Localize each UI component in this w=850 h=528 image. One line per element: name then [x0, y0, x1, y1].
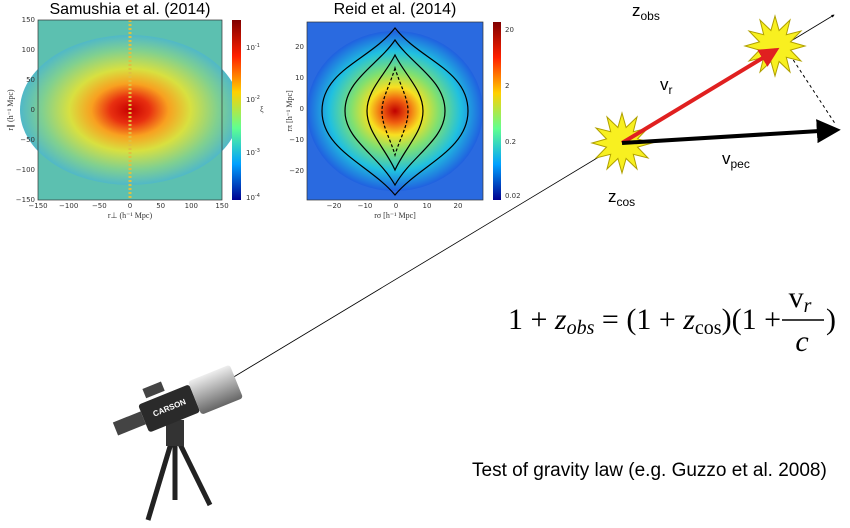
text-part: obs: [567, 317, 595, 339]
text-part: z: [554, 303, 567, 336]
text-part: )(1 +: [722, 303, 781, 336]
colorbar-label: ξ: [260, 105, 264, 114]
panel-title: Reid et al. (2014): [334, 1, 457, 18]
vr-arrow: [620, 47, 780, 145]
text-part: z: [608, 187, 617, 206]
x-tick-label: 50: [156, 202, 165, 210]
y-axis-label: rπ [h⁻¹ Mpc]: [285, 90, 294, 132]
colorbar-tick-label: 2: [505, 82, 509, 90]
symbol-label: zcos: [608, 187, 635, 209]
line-of-sight: [231, 142, 623, 379]
symbol-label: zobs: [632, 1, 660, 23]
equation: 1 + zobs = (1 + zcos)(1 +: [508, 303, 781, 339]
equation-denominator: c: [795, 325, 808, 358]
galaxy-star: [743, 14, 807, 78]
heatmap: [307, 31, 483, 191]
colorbar-tick-label: 10-4: [246, 193, 260, 203]
text-part: -4: [255, 193, 260, 199]
caption: Test of gravity law (e.g. Guzzo et al. 2…: [472, 460, 827, 481]
text-part: v: [722, 149, 731, 168]
colorbar: [493, 22, 501, 200]
projection-line: [789, 54, 837, 126]
symbol-label: vpec: [722, 149, 750, 171]
x-tick-label: 100: [185, 202, 198, 210]
colorbar-tick-label: 0.2: [505, 138, 516, 146]
y-tick-label: −100: [16, 166, 35, 174]
text-part: -2: [255, 95, 260, 101]
y-tick-label: −20: [289, 167, 304, 175]
x-tick-label: −10: [358, 202, 373, 210]
x-tick-label: −100: [59, 202, 78, 210]
telescope: CARSON: [112, 365, 243, 521]
text-part: obs: [641, 9, 660, 23]
x-axis-label: rσ [h⁻¹ Mpc]: [374, 211, 416, 220]
colorbar: [232, 20, 241, 200]
x-tick-label: 150: [215, 202, 228, 210]
y-axis-label: r∥ (h⁻¹ Mpc): [6, 89, 15, 131]
symbol-label: vr: [660, 75, 673, 97]
x-tick-label: −150: [28, 202, 47, 210]
text-part: -1: [255, 43, 260, 49]
text-part: r: [804, 295, 812, 317]
y-tick-label: −10: [289, 136, 304, 144]
colorbar-tick-label: 20: [505, 26, 514, 34]
colorbar-tick-label: 10-3: [246, 148, 260, 158]
equation-numerator: vr: [789, 281, 812, 317]
text-part: 10: [246, 44, 255, 52]
y-tick-label: 50: [26, 76, 35, 84]
x-tick-label: 10: [423, 202, 432, 210]
y-tick-label: 100: [22, 46, 35, 54]
y-tick-label: −150: [16, 196, 35, 204]
y-tick-label: 0: [300, 105, 304, 113]
x-axis-label: r⊥ (h⁻¹ Mpc): [108, 211, 153, 220]
text-part: v: [660, 75, 669, 94]
x-tick-label: 0: [394, 202, 398, 210]
text-part: z: [632, 1, 641, 20]
plot-frame: [37, 19, 223, 201]
y-tick-label: 0: [31, 106, 35, 114]
x-tick-label: −50: [92, 202, 107, 210]
text-part: v: [789, 281, 804, 314]
vpec-arrow: [621, 119, 841, 145]
panel-title: Samushia et al. (2014): [50, 1, 211, 18]
y-tick-label: −50: [20, 136, 35, 144]
text-part: z: [682, 303, 695, 336]
text-part: 10: [246, 194, 255, 202]
x-tick-label: 20: [454, 202, 463, 210]
text-part: 1 +: [508, 303, 555, 336]
text-part: 10: [246, 149, 255, 157]
plot-frame: [306, 21, 484, 201]
y-tick-label: 150: [22, 16, 35, 24]
text-part: cos: [617, 195, 636, 209]
contours: [321, 27, 469, 196]
colorbar-tick-label: 10-2: [246, 95, 260, 105]
x-tick-label: 0: [128, 202, 132, 210]
equation-close: ): [826, 303, 836, 336]
colorbar-tick-label: 10-1: [246, 43, 260, 53]
x-tick-label: −20: [327, 202, 342, 210]
text-part: cos: [695, 317, 722, 339]
text-part: -3: [255, 148, 260, 154]
text-part: pec: [731, 157, 750, 171]
y-tick-label: 20: [295, 43, 304, 51]
colorbar-tick-label: 0.02: [505, 192, 521, 200]
y-tick-label: 10: [295, 74, 304, 82]
text-part: 10: [246, 96, 255, 104]
text-part: r: [669, 83, 673, 97]
text-part: = (1 +: [594, 303, 683, 336]
